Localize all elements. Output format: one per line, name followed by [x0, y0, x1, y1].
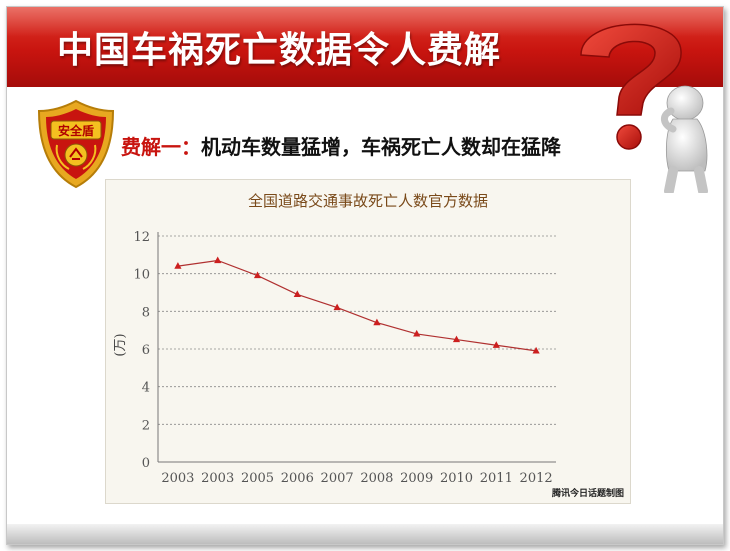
- data-point: [174, 262, 182, 269]
- y-tick-label: 0: [142, 456, 150, 471]
- y-tick-label: 10: [133, 268, 150, 283]
- data-point: [492, 341, 500, 348]
- y-tick-label: 6: [142, 343, 150, 358]
- subtitle-lead: 费解一：: [121, 135, 201, 159]
- badge-text: 安全盾: [58, 123, 94, 138]
- footer-bar: [7, 524, 723, 544]
- data-point: [333, 303, 341, 311]
- x-tick-label: 2011: [480, 471, 513, 486]
- x-tick-label: 2010: [440, 471, 473, 486]
- data-point: [253, 271, 262, 279]
- subtitle-text: 机动车数量猛增，车祸死亡人数却在猛降: [201, 135, 561, 159]
- y-tick-label: 12: [133, 230, 150, 245]
- y-axis-label: (万): [113, 333, 128, 356]
- chart-panel: 全国道路交通事故死亡人数官方数据 (万) 0 2 4 6 8 10 12 2003 2003 20…: [105, 179, 631, 504]
- y-tick-label: 2: [142, 418, 150, 433]
- data-point: [293, 290, 301, 297]
- data-point: [452, 335, 461, 343]
- x-tick-label: 2012: [520, 471, 553, 486]
- subtitle: 费解一：机动车数量猛增，车祸死亡人数却在猛降: [121, 131, 561, 160]
- x-tick-label: 2003: [161, 471, 194, 486]
- slide-title: 中国车祸死亡数据令人费解: [57, 30, 502, 71]
- x-tick-label: 2003: [201, 471, 234, 486]
- line-chart: 全国道路交通事故死亡人数官方数据 (万) 0 2 4 6 8 10 12 2003 2003 20…: [113, 192, 556, 486]
- data-point: [214, 256, 222, 264]
- y-tick-label: 8: [142, 305, 150, 320]
- chart-title: 全国道路交通事故死亡人数官方数据: [248, 192, 488, 210]
- question-mark-figure-icon: [580, 23, 708, 193]
- series-line: [177, 259, 537, 352]
- data-point: [413, 329, 421, 337]
- data-point: [532, 346, 540, 354]
- slide: 中国车祸死亡数据令人费解 安全盾 费解一：机动车数量猛增，车祸死亡人数却在: [6, 6, 724, 545]
- x-tick-label: 2006: [281, 471, 314, 486]
- x-tick-label: 2007: [321, 471, 354, 486]
- chart-credit: 腾讯今日话题制图: [551, 489, 624, 499]
- y-tick-label: 4: [142, 381, 150, 396]
- x-tick-label: 2008: [360, 471, 393, 486]
- data-point: [373, 318, 381, 326]
- x-tick-label: 2009: [400, 471, 433, 486]
- x-tick-label: 2005: [241, 471, 274, 486]
- safety-shield-badge: 安全盾: [37, 99, 115, 189]
